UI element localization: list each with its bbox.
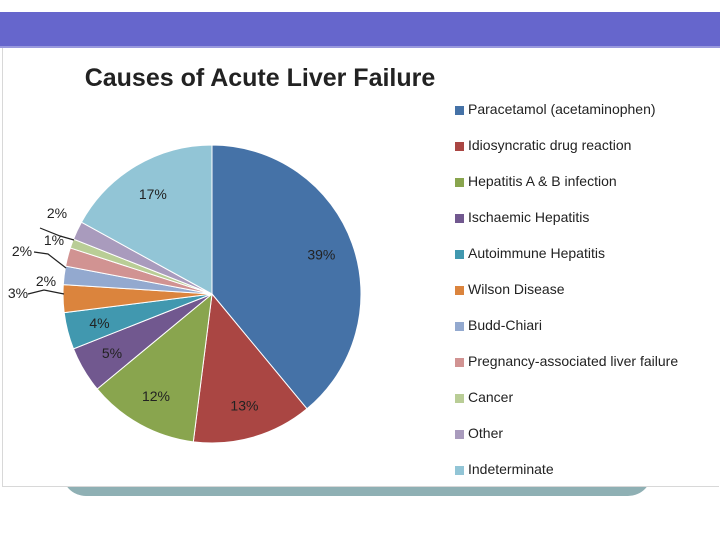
chart-title: Causes of Acute Liver Failure	[84, 64, 436, 92]
legend-item: Other	[452, 421, 720, 457]
slide-header-line	[0, 46, 720, 48]
legend-label: Budd-Chiari	[468, 317, 542, 333]
legend-label: Pregnancy-associated liver failure	[468, 353, 679, 369]
legend-swatch	[455, 178, 464, 187]
legend-item: Pregnancy-associated liver failure	[452, 349, 720, 385]
slice-data-label: 39%	[307, 247, 335, 263]
legend-swatch	[455, 358, 464, 367]
slice-data-label: 1%	[44, 232, 64, 248]
legend-swatch	[455, 286, 464, 295]
slice-data-label: 5%	[102, 345, 122, 361]
chart-legend: Paracetamol (acetaminophen) Idiosyncratic…	[452, 97, 720, 493]
slice-data-label: 17%	[139, 186, 167, 202]
legend-item: Budd-Chiari	[452, 313, 720, 349]
legend-label: Other	[468, 425, 504, 441]
slice-data-label: 4%	[89, 315, 109, 331]
leader-line	[33, 251, 67, 269]
legend-item: Indeterminate	[452, 457, 720, 493]
legend-label: Wilson Disease	[468, 281, 565, 297]
leader-line	[27, 289, 65, 295]
legend-swatch	[455, 214, 464, 223]
legend-swatch	[455, 466, 464, 475]
slice-data-label: 2%	[47, 205, 67, 221]
slide-header-bar	[0, 12, 720, 46]
legend-label: Ischaemic Hepatitis	[468, 209, 590, 225]
slice-data-label: 3%	[8, 285, 28, 301]
legend-label: Idiosyncratic drug reaction	[468, 137, 632, 153]
legend-item: Hepatitis A & B infection	[452, 169, 720, 205]
legend-swatch	[455, 394, 464, 403]
legend-label: Indeterminate	[468, 461, 554, 477]
legend-swatch	[455, 106, 464, 115]
legend-label: Hepatitis A & B infection	[468, 173, 617, 189]
slice-data-label: 13%	[230, 398, 258, 414]
pie-slice	[80, 144, 213, 295]
slice-data-label: 12%	[142, 388, 170, 404]
slice-data-label: 2%	[36, 273, 56, 289]
legend-swatch	[455, 142, 464, 151]
pie-slice	[211, 144, 362, 410]
legend-swatch	[455, 322, 464, 331]
pie-slice	[192, 292, 308, 444]
legend-swatch	[455, 250, 464, 259]
legend-label: Paracetamol (acetaminophen)	[468, 101, 656, 117]
legend-item: Autoimmune Hepatitis	[452, 241, 720, 277]
legend-item: Cancer	[452, 385, 720, 421]
legend-label: Autoimmune Hepatitis	[468, 245, 605, 261]
legend-swatch	[455, 430, 464, 439]
legend-item: Idiosyncratic drug reaction	[452, 133, 720, 169]
leader-line	[39, 227, 75, 241]
legend-item: Wilson Disease	[452, 277, 720, 313]
legend-item: Ischaemic Hepatitis	[452, 205, 720, 241]
legend-item: Paracetamol (acetaminophen)	[452, 97, 720, 133]
pie-slice	[96, 292, 213, 443]
legend-label: Cancer	[468, 389, 514, 405]
slice-data-label: 2%	[12, 243, 32, 259]
